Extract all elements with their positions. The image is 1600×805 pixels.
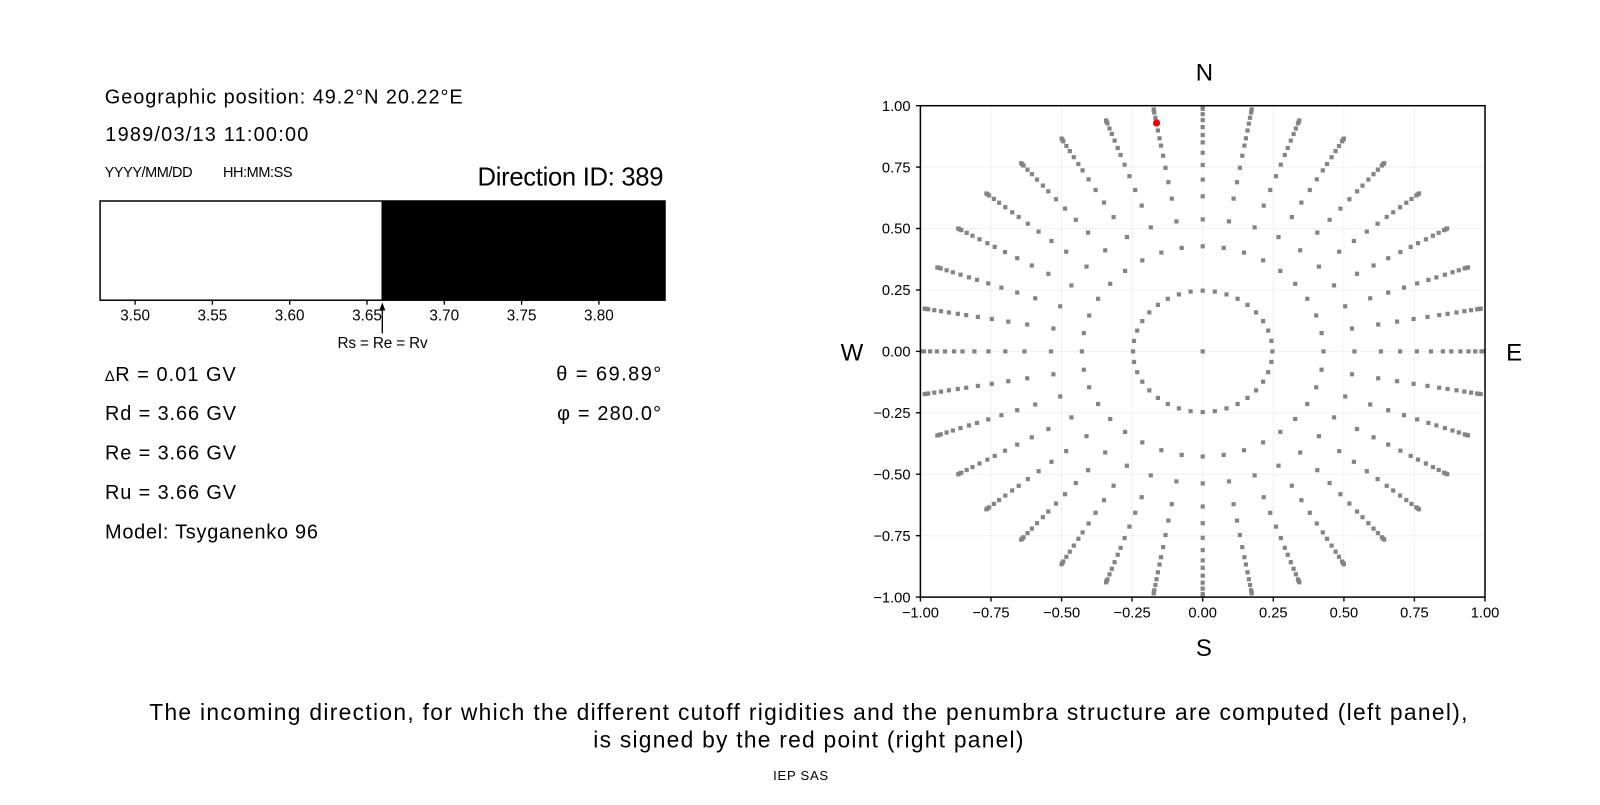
svg-text:φ = 280.0°: φ = 280.0° bbox=[557, 403, 662, 425]
svg-text:θ = 69.89°: θ = 69.89° bbox=[556, 364, 662, 386]
svg-text:Ru = 3.66 GV: Ru = 3.66 GV bbox=[105, 482, 237, 504]
svg-text:−0.25: −0.25 bbox=[1114, 606, 1151, 622]
svg-text:∆R = 0.01 GV: ∆R = 0.01 GV bbox=[105, 364, 237, 386]
svg-text:−0.50: −0.50 bbox=[1043, 606, 1080, 622]
svg-text:Rd = 3.66 GV: Rd = 3.66 GV bbox=[105, 403, 237, 425]
svg-text:−1.00: −1.00 bbox=[873, 590, 910, 606]
svg-text:HH:MM:SS: HH:MM:SS bbox=[223, 165, 292, 181]
svg-text:3.65: 3.65 bbox=[352, 307, 382, 324]
svg-text:3.75: 3.75 bbox=[507, 307, 537, 324]
svg-text:IEP SAS: IEP SAS bbox=[773, 768, 829, 783]
svg-text:0.25: 0.25 bbox=[882, 283, 911, 299]
svg-text:Direction ID: 389: Direction ID: 389 bbox=[478, 164, 664, 192]
svg-text:0.00: 0.00 bbox=[1188, 606, 1217, 622]
svg-text:N: N bbox=[1196, 60, 1213, 87]
svg-text:−1.00: −1.00 bbox=[902, 606, 939, 622]
svg-text:0.75: 0.75 bbox=[1400, 606, 1429, 622]
svg-text:3.55: 3.55 bbox=[198, 307, 228, 324]
svg-text:Geographic position: 49.2°N 20: Geographic position: 49.2°N 20.22°E bbox=[105, 86, 464, 108]
svg-text:E: E bbox=[1506, 339, 1522, 366]
svg-text:0.50: 0.50 bbox=[882, 222, 911, 238]
svg-text:0.00: 0.00 bbox=[882, 345, 911, 361]
svg-text:W: W bbox=[841, 340, 864, 367]
svg-text:YYYY/MM/DD: YYYY/MM/DD bbox=[105, 165, 193, 181]
svg-text:−0.75: −0.75 bbox=[873, 529, 910, 545]
svg-text:is signed by the red point (ri: is signed by the red point (right panel) bbox=[593, 727, 1024, 753]
svg-text:The incoming direction, for wh: The incoming direction, for which the di… bbox=[149, 699, 1469, 725]
svg-text:1989/03/13 11:00:00: 1989/03/13 11:00:00 bbox=[105, 124, 309, 146]
svg-text:3.50: 3.50 bbox=[120, 307, 150, 324]
svg-text:−0.75: −0.75 bbox=[972, 606, 1009, 622]
svg-text:S: S bbox=[1196, 635, 1212, 662]
svg-text:Re = 3.66 GV: Re = 3.66 GV bbox=[105, 443, 237, 465]
svg-text:Rs = Re = Rv: Rs = Re = Rv bbox=[338, 335, 428, 352]
svg-text:0.25: 0.25 bbox=[1259, 606, 1288, 622]
svg-text:0.50: 0.50 bbox=[1330, 606, 1359, 622]
svg-text:−0.50: −0.50 bbox=[873, 467, 910, 483]
svg-text:1.00: 1.00 bbox=[882, 99, 911, 115]
svg-text:Model: Tsyganenko 96: Model: Tsyganenko 96 bbox=[105, 522, 319, 544]
svg-text:3.80: 3.80 bbox=[584, 307, 614, 324]
svg-text:3.70: 3.70 bbox=[429, 307, 459, 324]
svg-text:0.75: 0.75 bbox=[882, 160, 911, 176]
svg-text:1.00: 1.00 bbox=[1471, 606, 1500, 622]
svg-text:−0.25: −0.25 bbox=[873, 406, 910, 422]
svg-text:3.60: 3.60 bbox=[275, 307, 305, 324]
